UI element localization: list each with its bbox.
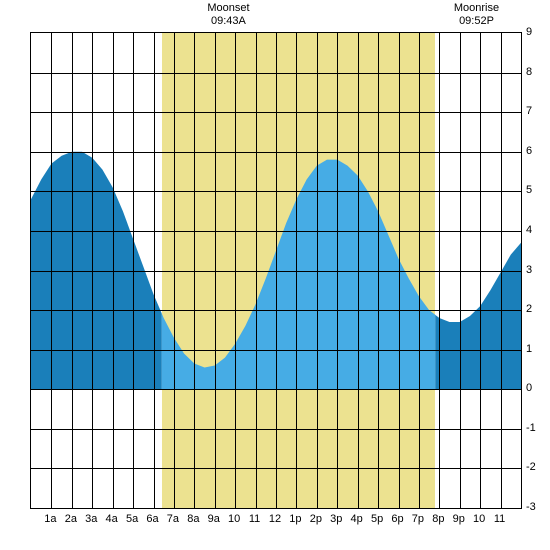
grid-line-horizontal: [31, 350, 521, 351]
x-axis-label: 5p: [371, 513, 383, 525]
x-axis-label: 7p: [412, 513, 424, 525]
y-axis-label: 6: [526, 145, 532, 157]
x-axis-label: 6p: [391, 513, 403, 525]
x-axis-label: 12: [269, 513, 281, 525]
x-axis-label: 2p: [310, 513, 322, 525]
y-axis-label: 0: [526, 382, 532, 394]
tide-chart: 1a2a3a4a5a6a7a8a9a1011121p2p3p4p5p6p7p8p…: [0, 0, 550, 550]
grid-line-horizontal: [31, 112, 521, 113]
annotation-time: 09:43A: [198, 15, 258, 28]
plot-area: [30, 32, 522, 509]
grid-line-horizontal: [31, 191, 521, 192]
y-axis-label: -3: [526, 501, 536, 513]
grid-line-horizontal: [31, 152, 521, 153]
x-axis-label: 1a: [44, 513, 56, 525]
annotation-time: 09:52P: [447, 15, 507, 28]
y-axis-label: -2: [526, 461, 536, 473]
x-axis-label: 10: [473, 513, 485, 525]
y-axis-label: 3: [526, 264, 532, 276]
y-axis-label: 5: [526, 184, 532, 196]
x-axis-label: 3p: [330, 513, 342, 525]
x-axis-label: 4a: [106, 513, 118, 525]
x-axis-label: 9p: [453, 513, 465, 525]
moon-annotation: Moonset09:43A: [198, 2, 258, 28]
x-axis-label: 9a: [208, 513, 220, 525]
x-axis-label: 3a: [85, 513, 97, 525]
x-axis-label: 8p: [432, 513, 444, 525]
y-axis-label: 9: [526, 26, 532, 38]
y-axis-label: 4: [526, 224, 532, 236]
x-axis-label: 11: [249, 513, 260, 525]
grid-line-horizontal: [31, 389, 521, 390]
x-axis-label: 2a: [65, 513, 77, 525]
grid-line-horizontal: [31, 310, 521, 311]
moon-annotation: Moonrise09:52P: [447, 2, 507, 28]
x-axis-label: 8a: [187, 513, 199, 525]
y-axis-label: 1: [526, 343, 532, 355]
x-axis-label: 7a: [167, 513, 179, 525]
y-axis-label: 7: [526, 105, 532, 117]
y-axis-label: 8: [526, 66, 532, 78]
x-axis-label: 11: [494, 513, 505, 525]
grid-line-horizontal: [31, 429, 521, 430]
x-axis-label: 10: [228, 513, 240, 525]
grid-line-horizontal: [31, 73, 521, 74]
y-axis-label: 2: [526, 303, 532, 315]
x-axis-label: 1p: [289, 513, 301, 525]
grid-line-horizontal: [31, 271, 521, 272]
x-axis-label: 6a: [146, 513, 158, 525]
annotation-title: Moonrise: [447, 2, 507, 15]
x-axis-label: 4p: [351, 513, 363, 525]
y-axis-label: -1: [526, 422, 536, 434]
x-axis-label: 5a: [126, 513, 138, 525]
grid-line-horizontal: [31, 231, 521, 232]
grid-line-horizontal: [31, 468, 521, 469]
annotation-title: Moonset: [198, 2, 258, 15]
